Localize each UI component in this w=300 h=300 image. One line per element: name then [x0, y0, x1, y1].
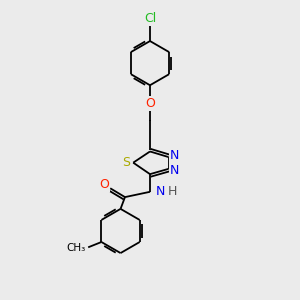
- Text: Cl: Cl: [144, 12, 156, 25]
- Text: CH₃: CH₃: [67, 244, 86, 254]
- Text: O: O: [99, 178, 109, 191]
- Text: S: S: [122, 156, 130, 169]
- Text: N: N: [170, 164, 179, 177]
- Text: O: O: [145, 97, 155, 110]
- Text: H: H: [167, 185, 177, 198]
- Text: N: N: [156, 185, 165, 198]
- Text: N: N: [170, 149, 179, 162]
